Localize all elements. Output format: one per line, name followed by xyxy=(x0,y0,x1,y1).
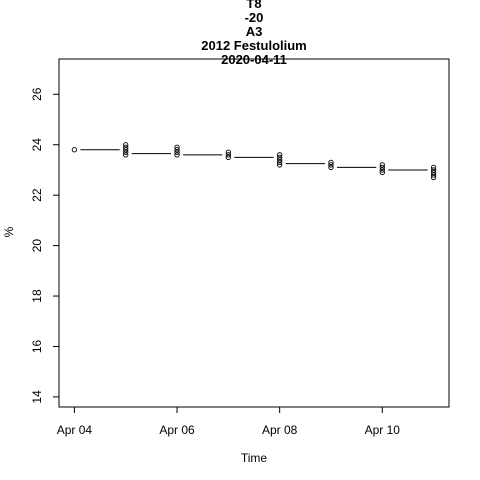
x-tick-label: Apr 08 xyxy=(262,423,298,437)
y-tick-label: 24 xyxy=(30,138,44,152)
title-line-4: 2012 Festulolium xyxy=(201,38,306,53)
y-tick-label: 26 xyxy=(30,87,44,101)
y-tick-label: 14 xyxy=(30,390,44,404)
y-axis-label: % xyxy=(2,226,16,237)
x-axis: Apr 04 Apr 06 Apr 08 Apr 10 xyxy=(57,407,401,437)
x-tick-label: Apr 06 xyxy=(159,423,195,437)
title-line-2: -20 xyxy=(245,10,264,25)
x-axis-label: Time xyxy=(241,451,268,465)
title-line-3: A3 xyxy=(246,24,263,39)
y-tick-label: 16 xyxy=(30,339,44,353)
plot-frame xyxy=(59,59,449,407)
y-axis: 14 16 18 20 22 24 26 xyxy=(30,87,59,403)
data-points xyxy=(72,143,436,180)
y-tick-label: 18 xyxy=(30,289,44,303)
series-line xyxy=(80,150,427,170)
data-point xyxy=(72,148,76,152)
x-tick-label: Apr 10 xyxy=(365,423,401,437)
y-tick-label: 22 xyxy=(30,188,44,202)
x-tick-label: Apr 04 xyxy=(57,423,93,437)
y-tick-label: 20 xyxy=(30,239,44,253)
chart-title: T8 -20 A3 2012 Festulolium 2020-04-11 xyxy=(201,0,306,67)
